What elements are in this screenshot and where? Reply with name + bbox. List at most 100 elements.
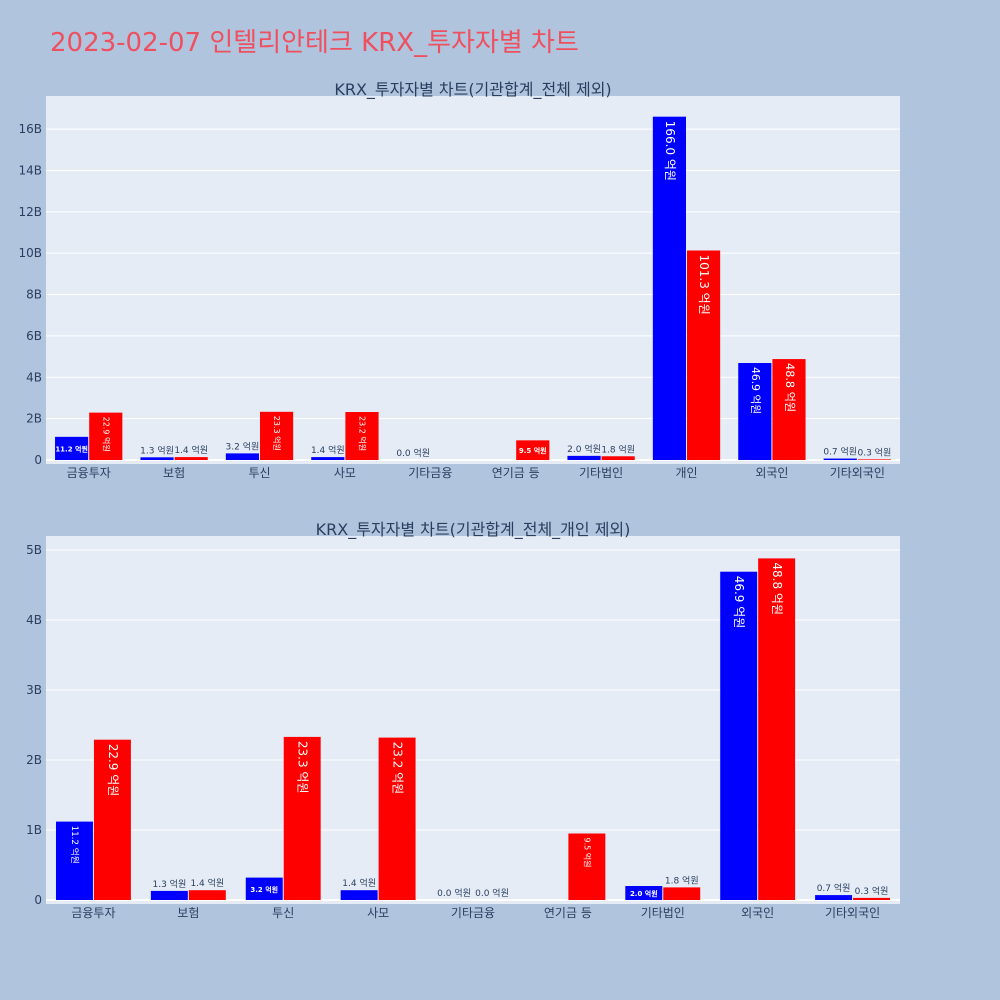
y-tick-label: 4B bbox=[26, 613, 42, 627]
data-label: 2.0 억원 bbox=[567, 443, 601, 455]
data-label: 23.3 억원 bbox=[272, 416, 282, 451]
x-tick-label: 금융투자 bbox=[71, 906, 115, 920]
data-label: 9.5 억원 bbox=[582, 838, 592, 868]
data-label: 1.3 억원 bbox=[140, 444, 174, 456]
data-label: 23.2 억원 bbox=[357, 416, 367, 451]
data-label: 22.9 억원 bbox=[101, 417, 111, 452]
data-label: 1.8 억원 bbox=[601, 443, 635, 455]
bar bbox=[857, 459, 891, 460]
bar bbox=[55, 436, 89, 460]
x-tick-label: 기타외국인 bbox=[825, 906, 880, 920]
bar bbox=[283, 736, 321, 900]
x-tick-label: 연기금 등 bbox=[544, 906, 592, 920]
y-tick-label: 10B bbox=[18, 246, 42, 260]
y-tick-label: 14B bbox=[18, 163, 42, 177]
y-tick-label: 2B bbox=[26, 753, 42, 767]
chart-2: 0 1B 2B 3B 4B 5B KRX_투자자별 차트(기관합계_전체_개인 제외) 금융투… bbox=[26, 520, 900, 920]
bar bbox=[93, 739, 131, 900]
y-tick-label: 2B bbox=[26, 412, 42, 426]
bar bbox=[140, 457, 174, 460]
data-label: 1.4 억원 bbox=[311, 444, 345, 456]
bar bbox=[815, 895, 853, 900]
data-label: 0.3 억원 bbox=[858, 446, 892, 458]
y-tick-label: 0 bbox=[34, 453, 42, 467]
data-label: 23.3 억원 bbox=[296, 741, 310, 794]
y-tick-label: 0 bbox=[34, 893, 42, 907]
y-tick-label: 12B bbox=[18, 205, 42, 219]
bar bbox=[601, 456, 635, 460]
data-label: 1.4 억원 bbox=[174, 444, 208, 456]
x-tick-label: 금융투자 bbox=[67, 466, 111, 480]
x-tick-label: 투신 bbox=[248, 466, 270, 480]
y-tick-label: 1B bbox=[26, 823, 42, 837]
bar bbox=[720, 571, 758, 900]
bar bbox=[245, 877, 283, 900]
x-tick-label: 기타외국인 bbox=[830, 466, 885, 480]
x-tick-label: 기타법인 bbox=[641, 906, 685, 920]
data-label: 48.8 억원 bbox=[783, 363, 797, 412]
data-label: 3.2 억원 bbox=[250, 885, 278, 894]
x-tick-label: 보험 bbox=[177, 906, 199, 920]
data-label: 46.9 억원 bbox=[749, 367, 762, 414]
data-label: 0.7 억원 bbox=[823, 446, 857, 458]
bar bbox=[568, 833, 606, 900]
x-tick-label: 기타금융 bbox=[451, 906, 495, 920]
page-title: 2023-02-07 인텔리안테크 KRX_투자자별 차트 bbox=[50, 28, 579, 58]
bar bbox=[758, 558, 796, 900]
subplot-title: KRX_투자자별 차트(기관합계_전체_개인 제외) bbox=[316, 520, 631, 540]
x-tick-label: 사모 bbox=[367, 906, 389, 920]
data-label: 3.2 억원 bbox=[226, 440, 260, 452]
bar bbox=[625, 886, 663, 900]
bar bbox=[150, 890, 188, 900]
data-label: 11.2 억원 bbox=[69, 826, 81, 864]
subplot-title: KRX_투자자별 차트(기관합계_전체 제외) bbox=[334, 80, 611, 100]
data-label: 0.0 억원 bbox=[396, 447, 430, 459]
y-tick-label: 3B bbox=[26, 683, 42, 697]
y-tick-label: 4B bbox=[26, 370, 42, 384]
data-label: 9.5 억원 bbox=[519, 446, 547, 455]
y-tick-label: 16B bbox=[18, 122, 42, 136]
bar bbox=[853, 897, 891, 900]
chart-1: 0 2B 4B 6B 8B 10B 12B 14B 16B KRX_투자자별 차트(기관합계_전체… bbox=[18, 80, 900, 480]
x-tick-label: 사모 bbox=[334, 466, 356, 480]
bar bbox=[345, 412, 379, 460]
bar bbox=[174, 457, 208, 460]
data-label: 0.0 억원 bbox=[475, 887, 509, 899]
x-tick-label: 외국인 bbox=[741, 906, 774, 920]
data-label: 48.8 억원 bbox=[770, 562, 784, 615]
bar bbox=[772, 359, 806, 460]
data-label: 166.0 억원 bbox=[663, 121, 677, 181]
bar bbox=[311, 457, 345, 460]
y-tick-label: 6B bbox=[26, 329, 42, 343]
plot-area bbox=[46, 536, 900, 904]
bar bbox=[663, 887, 701, 900]
bar bbox=[738, 363, 772, 460]
bar bbox=[89, 412, 123, 460]
data-label: 1.4 억원 bbox=[342, 877, 376, 889]
x-tick-label: 투신 bbox=[272, 906, 294, 920]
bar bbox=[378, 737, 416, 900]
bar bbox=[225, 453, 259, 460]
y-tick-label: 5B bbox=[26, 543, 42, 557]
data-label: 1.3 억원 bbox=[152, 878, 186, 890]
data-label: 2.0 억원 bbox=[630, 889, 658, 898]
x-tick-label: 보험 bbox=[163, 466, 185, 480]
data-label: 1.4 억원 bbox=[190, 877, 224, 889]
x-tick-label: 개인 bbox=[675, 466, 697, 480]
data-label: 23.2 억원 bbox=[391, 742, 405, 795]
x-tick-label: 연기금 등 bbox=[492, 466, 540, 480]
bar bbox=[567, 455, 601, 460]
data-label: 0.7 억원 bbox=[817, 882, 851, 894]
plot-area bbox=[46, 96, 900, 464]
x-tick-label: 기타금융 bbox=[408, 466, 452, 480]
data-label: 0.0 억원 bbox=[437, 887, 471, 899]
data-label: 0.3 억원 bbox=[855, 885, 889, 897]
data-label: 46.9 억원 bbox=[732, 576, 746, 629]
data-label: 22.9 억원 bbox=[106, 744, 120, 797]
bar bbox=[687, 250, 721, 460]
bar bbox=[55, 821, 93, 900]
x-tick-label: 기타법인 bbox=[579, 466, 623, 480]
bar bbox=[188, 890, 226, 900]
bar bbox=[340, 890, 378, 900]
